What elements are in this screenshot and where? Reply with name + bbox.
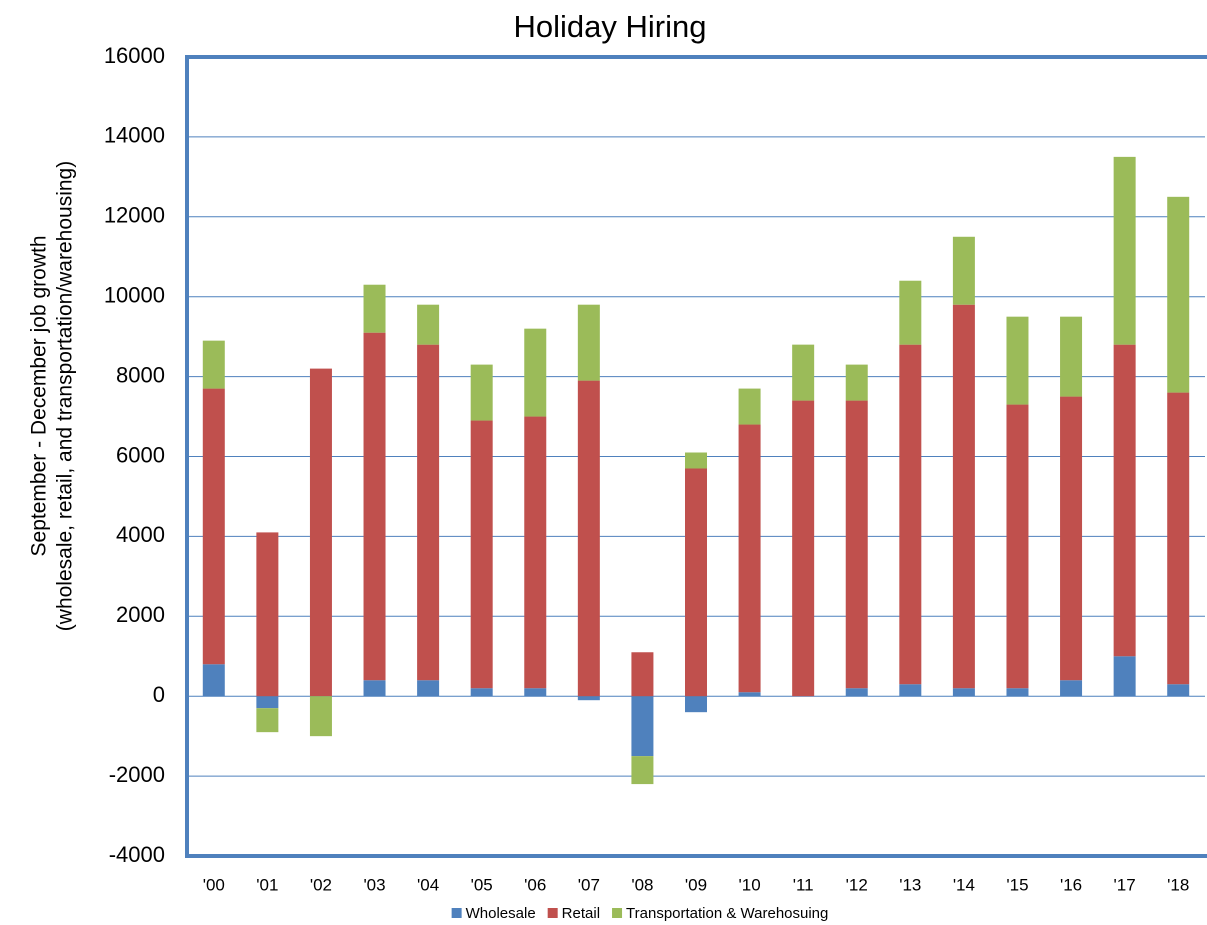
x-tick-label: '05 [471, 875, 493, 894]
chart-title: Holiday Hiring [514, 9, 707, 44]
bar-segment [524, 328, 547, 417]
y-axis-label: September - December job growth [28, 236, 51, 557]
y-tick-label: 4000 [116, 522, 165, 547]
x-tick-label: '06 [524, 875, 546, 894]
x-tick-label: '17 [1114, 875, 1136, 894]
bar-segment [1006, 688, 1029, 697]
legend-label: Wholesale [466, 905, 536, 922]
y-tick-label: 14000 [104, 123, 165, 148]
y-tick-label: -2000 [109, 762, 165, 787]
legend-swatch [547, 908, 558, 918]
bar-segment [1167, 392, 1190, 685]
y-tick-label: 16000 [104, 43, 165, 68]
y-tick-label: 10000 [104, 283, 165, 308]
bar-segment [899, 684, 922, 697]
bar-segment [685, 468, 707, 697]
bar-segment [256, 708, 279, 733]
x-tick-label: '02 [310, 875, 332, 894]
bar-segment [363, 332, 386, 681]
y-tick-label: -4000 [109, 842, 165, 867]
bar-segment [1113, 156, 1136, 345]
bar-segment [631, 756, 654, 785]
bar-segment [631, 652, 654, 697]
bar-segment [845, 364, 868, 401]
bar-segment [1060, 680, 1083, 697]
bar-segment [524, 688, 547, 697]
bar-segment [202, 388, 225, 665]
bar-segment [899, 280, 922, 345]
bar-segment [1006, 404, 1029, 689]
bar-segment [577, 696, 600, 701]
y-tick-label: 12000 [104, 203, 165, 228]
bar-segment [202, 340, 225, 389]
x-tick-label: '14 [953, 875, 975, 894]
bar-segment [685, 452, 707, 469]
legend: Wholesale Retail Transportation & Warehosu… [451, 905, 828, 922]
bar-segment [470, 420, 493, 689]
legend-label: Transportation & Warehosuing [626, 905, 828, 922]
x-tick-label: '07 [578, 875, 600, 894]
bar-segment [845, 688, 868, 697]
bar-segment [792, 344, 815, 401]
x-tick-label: '10 [739, 875, 761, 894]
x-tick-label: '00 [203, 875, 225, 894]
bar-segment [417, 344, 440, 681]
bar-segment [363, 284, 386, 333]
y-axis-label: (wholesale, retail, and transportation/w… [54, 161, 77, 631]
y-tick-label: 2000 [116, 602, 165, 627]
bar-segment [1167, 196, 1190, 393]
bar-segment [202, 664, 225, 697]
x-tick-label: '12 [846, 875, 868, 894]
x-tick-label: '03 [363, 875, 385, 894]
bar-segment [738, 388, 761, 425]
bar-segment [1060, 316, 1083, 397]
bar-segment [524, 416, 547, 689]
bar-segment [792, 400, 815, 697]
x-tick-label: '04 [417, 875, 439, 894]
bar-segment [256, 696, 279, 709]
bar-segment [256, 532, 279, 697]
bar-segment [1167, 684, 1190, 697]
bar-segment [952, 304, 975, 689]
bar-segment [952, 688, 975, 697]
bar-segment [417, 680, 440, 697]
legend-swatch [451, 908, 462, 918]
x-tick-label: '15 [1006, 875, 1028, 894]
bar-segment [470, 688, 493, 697]
bar-segment [363, 680, 386, 697]
legend-label: Retail [562, 905, 600, 922]
y-tick-label: 8000 [116, 362, 165, 387]
bar-segment [1006, 316, 1029, 405]
bar-segment [309, 696, 332, 737]
x-tick-label: '18 [1167, 875, 1189, 894]
bar-segment [738, 692, 761, 697]
bar-segment [845, 400, 868, 689]
bar-segment [1113, 656, 1136, 697]
x-tick-label: '11 [793, 875, 814, 894]
x-tick-label: '01 [256, 875, 278, 894]
bar-segment [1060, 396, 1083, 681]
x-tick-label: '09 [685, 875, 707, 894]
bar-segment [470, 364, 493, 421]
bar-segment [899, 344, 922, 685]
bar-segment [685, 696, 707, 713]
x-tick-label: '08 [631, 875, 653, 894]
bar-segment [309, 368, 332, 697]
y-tick-label: 6000 [116, 442, 165, 467]
bar-segment [631, 696, 654, 757]
bar-segment [577, 380, 600, 697]
bar-segment [1113, 344, 1136, 657]
legend-swatch [612, 908, 623, 918]
y-tick-label: 0 [153, 682, 165, 707]
x-tick-label: '16 [1060, 875, 1082, 894]
bar-segment [738, 424, 761, 693]
bar-segment [417, 304, 440, 345]
x-tick-label: '13 [899, 875, 921, 894]
bar-segment [952, 236, 975, 305]
bar-segment [577, 304, 600, 381]
